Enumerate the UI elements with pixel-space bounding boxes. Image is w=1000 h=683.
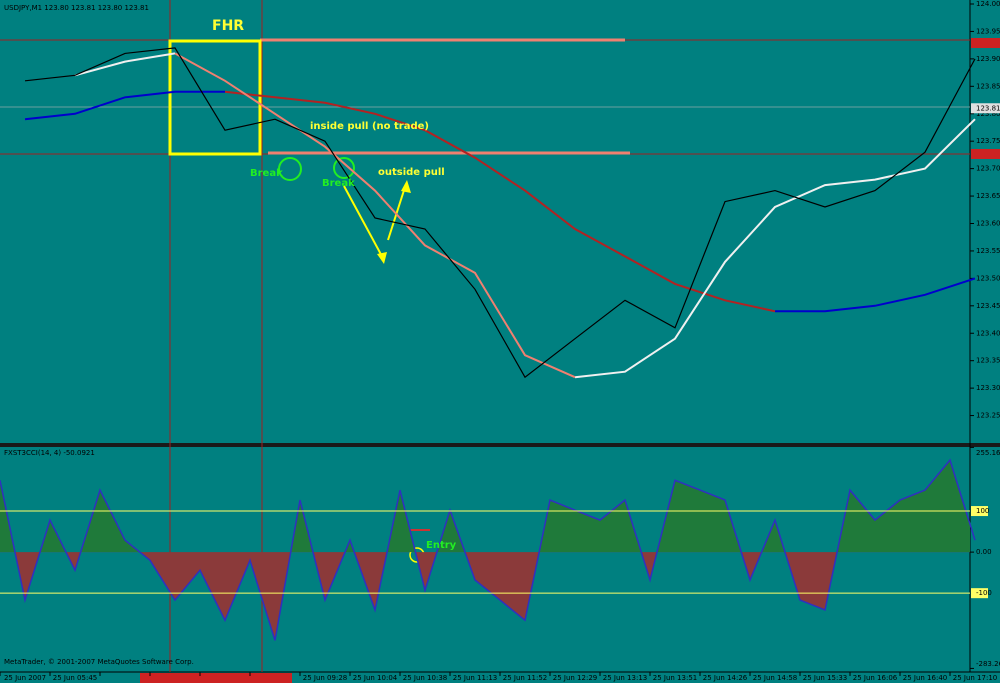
y-tick-label: 123.85 bbox=[976, 82, 1000, 90]
annotation: Break bbox=[250, 168, 283, 179]
x-tick-label: 25 Jun 10:04 bbox=[353, 674, 398, 682]
y-tick-label: -100 bbox=[976, 589, 992, 597]
moving-average bbox=[224, 90, 776, 313]
annotation: inside pull (no trade) bbox=[310, 121, 429, 132]
annotation: Break bbox=[322, 178, 355, 189]
x-tick-label: 25 Jun 16:40 bbox=[903, 674, 947, 682]
annotation: outside pull bbox=[378, 167, 445, 178]
y-tick-label: 123.40 bbox=[976, 329, 1000, 337]
x-tick-label: 25 Jun 11:13 bbox=[453, 674, 497, 682]
x-tick-label: 25 Jun 16:06 bbox=[853, 674, 898, 682]
x-tick-label: 25 Jun 12:29 bbox=[553, 674, 597, 682]
price-line bbox=[24, 47, 976, 379]
x-tick-label: 25 Jun 14:26 bbox=[703, 674, 748, 682]
y-tick-label: 0.00 bbox=[976, 548, 992, 556]
last-price-label: 123.81 bbox=[976, 104, 1000, 112]
y-tick-label: -283.265 bbox=[976, 660, 1000, 668]
cci-fill-above bbox=[0, 460, 970, 552]
arrow bbox=[387, 183, 407, 241]
x-tick-label: 25 Jun 17:10 bbox=[953, 674, 997, 682]
y-tick-label: 123.30 bbox=[976, 384, 1000, 392]
level-box bbox=[971, 588, 988, 599]
moving-average bbox=[74, 52, 976, 379]
y-tick-label: 123.25 bbox=[976, 412, 1000, 420]
x-tick-label: 25 Jun 05:45 bbox=[53, 674, 97, 682]
x-tick-label: 25 Jun 11:52 bbox=[503, 674, 547, 682]
y-tick-label: 123.75 bbox=[976, 137, 1000, 145]
last-price-box bbox=[971, 103, 1000, 114]
arrow bbox=[343, 185, 385, 261]
y-tick-label: 123.70 bbox=[976, 165, 1000, 173]
price-marker bbox=[971, 38, 1000, 48]
y-tick-label: 123.45 bbox=[976, 302, 1000, 310]
x-tick-label: 25 Jun 10:38 bbox=[403, 674, 447, 682]
cci-line bbox=[0, 458, 976, 641]
cci-fill-below bbox=[0, 552, 970, 641]
price-marker bbox=[971, 149, 1000, 159]
y-tick-label: 123.55 bbox=[976, 247, 1000, 255]
x-tick-label: 25 Jun 2007 bbox=[4, 674, 46, 682]
level-box bbox=[971, 506, 988, 517]
x-tick-label: 25 Jun 13:13 bbox=[603, 674, 647, 682]
x-tick-label: 25 Jun 09:28 bbox=[303, 674, 347, 682]
moving-average bbox=[24, 90, 976, 313]
arrow-head bbox=[377, 252, 387, 264]
y-tick-label: 123.80 bbox=[976, 110, 1000, 118]
y-tick-label: 123.60 bbox=[976, 220, 1000, 228]
annotation: FHR bbox=[212, 18, 244, 34]
copyright: MetaTrader, © 2001-2007 MetaQuotes Softw… bbox=[4, 658, 194, 666]
y-tick-label: 123.50 bbox=[976, 274, 1000, 282]
y-tick-label: 123.95 bbox=[976, 27, 1000, 35]
y-tick-label: 123.65 bbox=[976, 192, 1000, 200]
x-tick-label: 25 Jun 13:51 bbox=[653, 674, 697, 682]
x-tick-label: 25 Jun 15:33 bbox=[803, 674, 847, 682]
symbol-header: USDJPY,M1 123.80 123.81 123.80 123.81 bbox=[4, 4, 149, 12]
fhr-box bbox=[168, 39, 262, 156]
y-tick-label: 123.90 bbox=[976, 55, 1000, 63]
moving-average bbox=[174, 52, 576, 379]
indicator-title: FXST3CCI(14, 4) -50.0921 bbox=[4, 449, 95, 457]
break-circle bbox=[278, 157, 302, 181]
y-tick-label: 255.1662 bbox=[976, 449, 1000, 457]
x-tick-label: 25 Jun 14:58 bbox=[753, 674, 797, 682]
arrow-head bbox=[401, 180, 411, 193]
y-tick-label: 100 bbox=[976, 507, 989, 515]
break-circle bbox=[333, 157, 355, 179]
panel-separator bbox=[0, 443, 1000, 447]
annotation: Entry bbox=[426, 540, 457, 551]
y-tick-label: 124.00 bbox=[976, 0, 1000, 8]
y-tick-label: 123.35 bbox=[976, 357, 1000, 365]
time-highlight bbox=[140, 673, 292, 683]
